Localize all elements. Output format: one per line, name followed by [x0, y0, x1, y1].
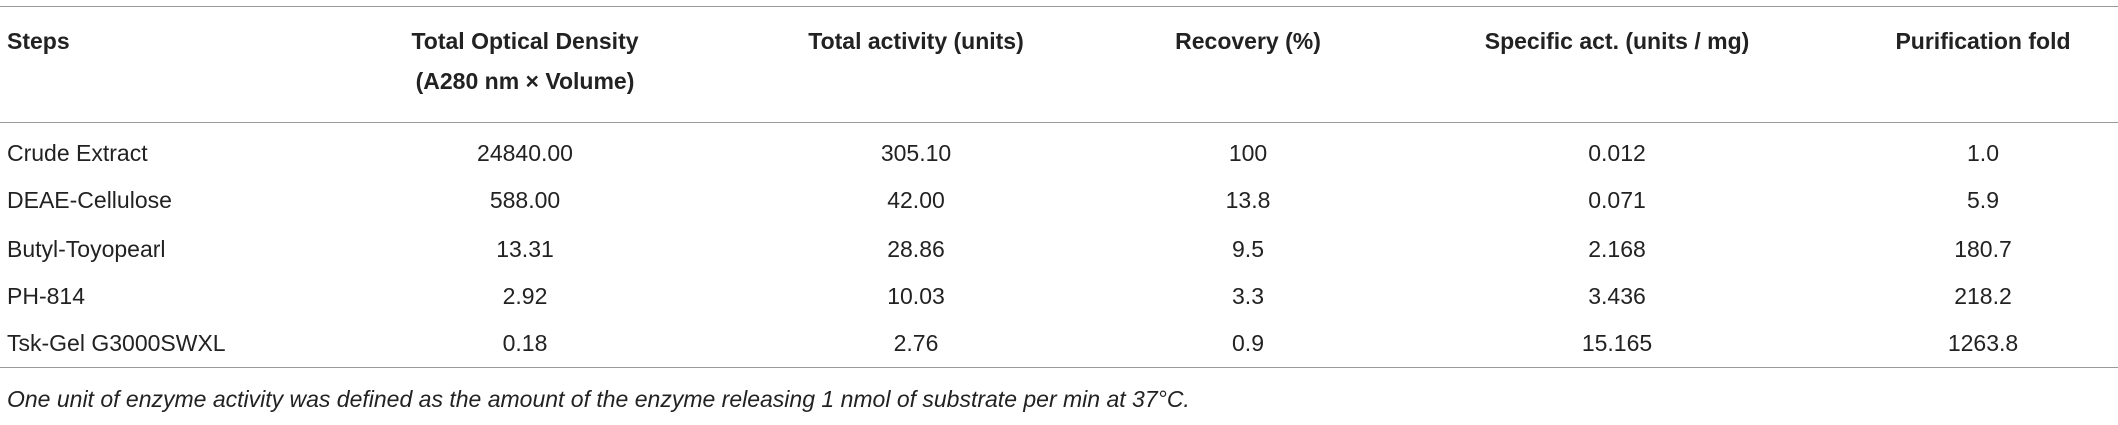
cell-value: 3.3: [1232, 283, 1264, 309]
cell-value: 10.03: [887, 283, 945, 309]
cell-value: 24840.00: [477, 140, 573, 166]
cell-value: 2.168: [1588, 236, 1646, 262]
top-rule: [0, 6, 2118, 7]
column-header: Specific act. (units / mg): [1484, 28, 1750, 54]
row-label: Butyl-Toyopearl: [7, 236, 166, 262]
cell-value: 3.436: [1588, 283, 1646, 309]
column-header: Total activity (units): [808, 28, 1024, 54]
cell-value: 42.00: [887, 187, 945, 213]
cell-value: 218.2: [1954, 283, 2012, 309]
row-label: PH-814: [7, 283, 85, 309]
footnote: One unit of enzyme activity was defined …: [7, 386, 1190, 412]
cell-value: 2.76: [893, 330, 939, 356]
row-label: Crude Extract: [7, 140, 148, 166]
cell-value: 180.7: [1954, 236, 2012, 262]
cell-value: 305.10: [880, 140, 952, 166]
column-header: Steps: [7, 28, 70, 54]
cell-value: 0.012: [1588, 140, 1646, 166]
column-header: Purification fold: [1895, 28, 2071, 54]
cell-value: 28.86: [887, 236, 945, 262]
cell-value: 13.8: [1225, 187, 1271, 213]
row-label: Tsk-Gel G3000SWXL: [7, 330, 226, 356]
cell-value: 9.5: [1232, 236, 1264, 262]
cell-value: 0.9: [1232, 330, 1264, 356]
cell-value: 100: [1228, 140, 1268, 166]
cell-value: 5.9: [1967, 187, 1999, 213]
column-header: Recovery (%): [1175, 28, 1321, 54]
cell-value: 1.0: [1967, 140, 1999, 166]
cell-value: 0.071: [1588, 187, 1646, 213]
row-label: DEAE-Cellulose: [7, 187, 172, 213]
column-header: (A280 nm × Volume): [415, 68, 635, 94]
bottom-rule: [0, 367, 2118, 368]
cell-value: 588.00: [489, 187, 561, 213]
column-header: Total Optical Density: [411, 28, 639, 54]
cell-value: 15.165: [1581, 330, 1653, 356]
cell-value: 1263.8: [1947, 330, 2019, 356]
header-rule: [0, 122, 2118, 123]
cell-value: 13.31: [496, 236, 554, 262]
cell-value: 2.92: [502, 283, 548, 309]
cell-value: 0.18: [502, 330, 548, 356]
